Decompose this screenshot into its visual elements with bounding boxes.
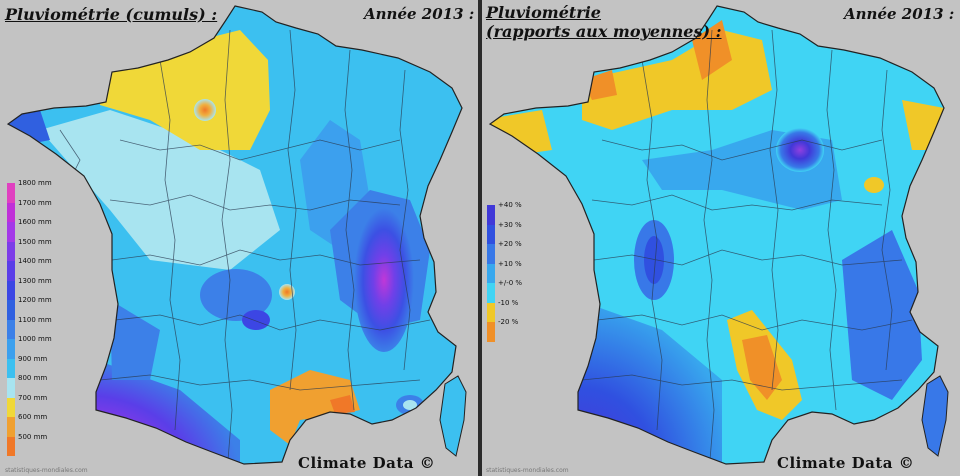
rainfall-total-legend-label: 1400 mm	[18, 257, 52, 265]
rainfall-ratio-legend-swatch	[487, 264, 495, 284]
right-map-year: Année 2013 :	[844, 5, 954, 23]
rainfall-ratio-legend-label: +/-0 %	[498, 279, 522, 287]
left-title-text: Pluviométrie (cumuls) :	[5, 5, 217, 24]
rainfall-total-legend-swatch	[7, 242, 15, 262]
right-map-title: Pluviométrie (rapports aux moyennes) :	[486, 3, 722, 41]
rainfall-total-legend-label: 1300 mm	[18, 277, 52, 285]
rainfall-total-legend-label: 500 mm	[18, 433, 47, 441]
rainfall-ratio-legend-swatch	[487, 205, 495, 225]
left-credit: Climate Data ©	[298, 454, 435, 472]
rainfall-total-legend-label: 900 mm	[18, 355, 47, 363]
rainfall-ratio-legend-label: +10 %	[498, 260, 522, 268]
rainfall-total-legend-swatch	[7, 378, 15, 398]
rainfall-total-legend-swatch	[7, 320, 15, 340]
rainfall-total-legend-label: 1100 mm	[18, 316, 52, 324]
right-source-label: statistiques-mondiales.com	[486, 467, 569, 474]
rainfall-total-legend-label: 600 mm	[18, 413, 47, 421]
rainfall-ratio-legend-swatch	[487, 283, 495, 303]
rainfall-total-legend-label: 1500 mm	[18, 238, 52, 246]
rainfall-total-legend-swatch	[7, 203, 15, 223]
rainfall-total-legend-swatch	[7, 222, 15, 242]
rainfall-ratio-legend-label: -20 %	[498, 318, 518, 326]
rainfall-total-legend-label: 700 mm	[18, 394, 47, 402]
rainfall-ratio-legend-label: +30 %	[498, 221, 522, 229]
left-source-label: statistiques-mondiales.com	[5, 467, 88, 474]
left-map-year: Année 2013 :	[364, 5, 474, 23]
rainfall-total-legend-label: 1600 mm	[18, 218, 52, 226]
rainfall-ratio-legend-swatch	[487, 303, 495, 323]
rainfall-total-legend-label: 1000 mm	[18, 335, 52, 343]
rainfall-total-legend-label: 800 mm	[18, 374, 47, 382]
rainfall-total-legend-swatch	[7, 417, 15, 437]
rainfall-total-legend-swatch	[7, 359, 15, 379]
rainfall-total-map-panel: Pluviométrie (cumuls) : Année 2013 : 180…	[0, 0, 478, 476]
rainfall-total-legend-swatch	[7, 261, 15, 281]
rainfall-total-legend-swatch	[7, 281, 15, 301]
right-title-line1: Pluviométrie	[486, 3, 722, 22]
rainfall-ratio-legend-label: +20 %	[498, 240, 522, 248]
rainfall-total-legend-label: 1200 mm	[18, 296, 52, 304]
rainfall-total-legend-swatch	[7, 398, 15, 418]
rainfall-ratio-map-panel: Pluviométrie (rapports aux moyennes) : A…	[482, 0, 960, 476]
rainfall-ratio-legend-label: -10 %	[498, 299, 518, 307]
rainfall-total-legend-swatch	[7, 183, 15, 203]
right-credit: Climate Data ©	[777, 454, 914, 472]
left-map-title: Pluviométrie (cumuls) :	[5, 5, 217, 24]
rainfall-total-legend-swatch	[7, 437, 15, 457]
france-rainfall-total-map	[0, 0, 478, 476]
rainfall-ratio-legend-swatch	[487, 244, 495, 264]
france-rainfall-ratio-map	[482, 0, 960, 476]
rainfall-total-legend-label: 1800 mm	[18, 179, 52, 187]
rainfall-total-legend-label: 1700 mm	[18, 199, 52, 207]
rainfall-ratio-legend-swatch	[487, 322, 495, 342]
rainfall-total-legend-swatch	[7, 339, 15, 359]
rainfall-ratio-legend-swatch	[487, 225, 495, 245]
rainfall-ratio-legend-label: +40 %	[498, 201, 522, 209]
right-title-line2: (rapports aux moyennes) :	[486, 22, 722, 41]
rainfall-total-legend-swatch	[7, 300, 15, 320]
